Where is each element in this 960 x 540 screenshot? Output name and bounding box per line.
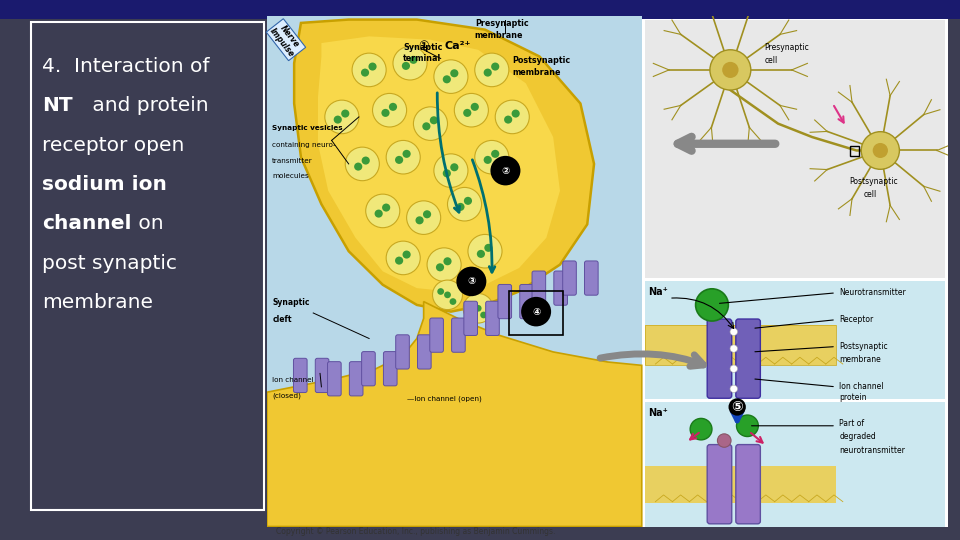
Text: on: on (132, 214, 163, 233)
Text: and protein: and protein (86, 96, 209, 115)
Text: Copyright © Pearson Education, Inc., publishing as Benjamin Cummings.: Copyright © Pearson Education, Inc., pub… (276, 526, 556, 536)
Text: 4.  Interaction of: 4. Interaction of (42, 57, 209, 76)
Text: channel: channel (42, 214, 132, 233)
Bar (267, 16, 948, 526)
Text: sodium ion: sodium ion (42, 175, 167, 194)
Text: NT: NT (42, 96, 73, 115)
Bar (0, 0, 960, 19)
Text: post synaptic: post synaptic (42, 254, 177, 273)
Text: receptor open: receptor open (42, 136, 184, 154)
Text: membrane: membrane (42, 293, 154, 312)
Bar (31, 22, 264, 510)
